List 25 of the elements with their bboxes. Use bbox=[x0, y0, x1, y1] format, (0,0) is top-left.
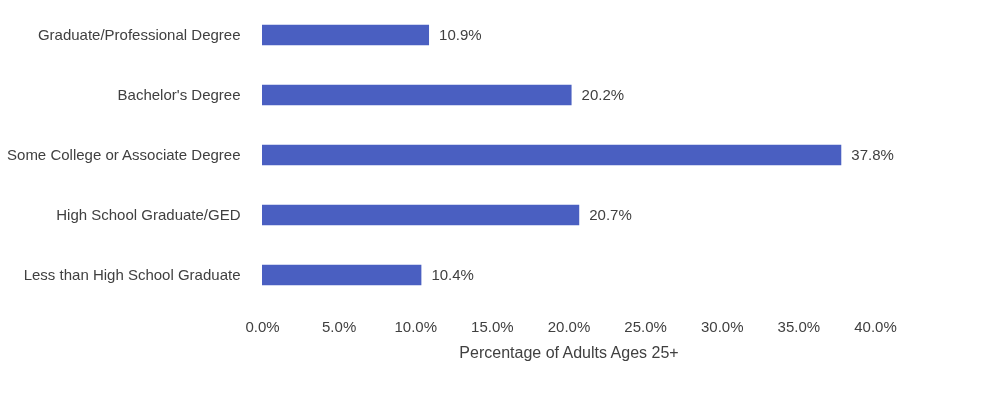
y-tick-label: Bachelor's Degree bbox=[117, 86, 241, 103]
x-tick-label: 0.0% bbox=[245, 317, 280, 335]
bar bbox=[262, 144, 842, 166]
x-tick-label: 25.0% bbox=[624, 317, 667, 335]
x-tick-label: 10.0% bbox=[394, 317, 438, 335]
x-tick-label: 20.0% bbox=[547, 317, 591, 335]
y-tick-label: Graduate/Professional Degree bbox=[37, 26, 241, 43]
y-tick-label: Some College or Associate Degree bbox=[7, 146, 241, 163]
bar bbox=[262, 84, 572, 106]
x-tick-label: 40.0% bbox=[854, 317, 897, 335]
data-label: 20.2% bbox=[581, 86, 625, 103]
data-label: 10.9% bbox=[439, 26, 482, 43]
data-label: 37.8% bbox=[851, 146, 894, 163]
y-tick-label: High School Graduate/GED bbox=[56, 206, 241, 223]
x-tick-label: 15.0% bbox=[471, 317, 514, 335]
x-tick-label: 30.0% bbox=[700, 317, 744, 335]
bar bbox=[262, 204, 580, 226]
y-tick-label: Less than High School Graduate bbox=[23, 266, 241, 283]
x-axis-title: Percentage of Adults Ages 25+ bbox=[459, 343, 679, 361]
data-label: 10.4% bbox=[431, 266, 474, 283]
x-tick-label: 35.0% bbox=[777, 317, 821, 335]
bar bbox=[262, 264, 422, 286]
bar bbox=[262, 24, 430, 46]
data-label: 20.7% bbox=[589, 206, 632, 223]
x-tick-label: 5.0% bbox=[322, 317, 357, 335]
